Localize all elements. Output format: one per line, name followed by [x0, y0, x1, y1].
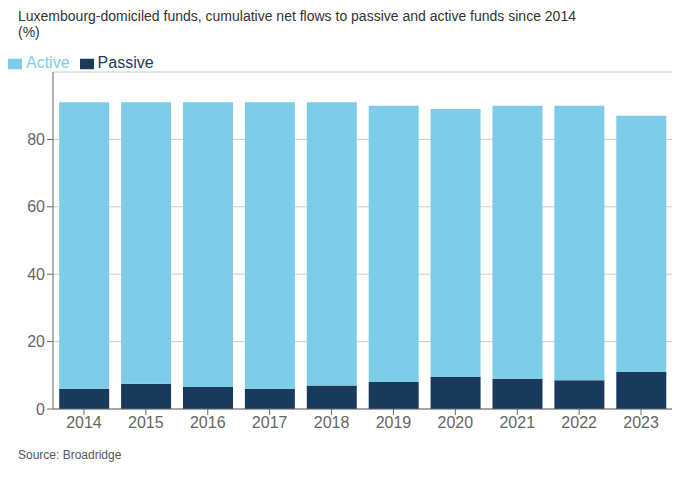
svg-text:2016: 2016: [190, 414, 226, 431]
html-text:Passive: Passive: [97, 54, 154, 71]
svg-text:2018: 2018: [314, 414, 350, 431]
svg-text:0: 0: [36, 401, 45, 418]
svg-text:60: 60: [27, 198, 45, 215]
svg-text:2020: 2020: [438, 414, 474, 431]
html-text:Active: Active: [26, 54, 70, 71]
html-text:Luxembourg-domiciled funds, cu: Luxembourg-domiciled funds, cumulative n…: [18, 8, 576, 24]
svg-text:2015: 2015: [128, 414, 164, 431]
svg-text:2023: 2023: [623, 414, 659, 431]
html-text:Source: Broadridge: Source: Broadridge: [18, 448, 122, 462]
svg-text:2017: 2017: [252, 414, 288, 431]
svg-text:2021: 2021: [499, 414, 535, 431]
svg-text:20: 20: [27, 333, 45, 350]
svg-text:80: 80: [27, 131, 45, 148]
svg-text:2019: 2019: [376, 414, 412, 431]
svg-text:2014: 2014: [66, 414, 102, 431]
svg-text:2022: 2022: [561, 414, 597, 431]
svg-text:40: 40: [27, 266, 45, 283]
